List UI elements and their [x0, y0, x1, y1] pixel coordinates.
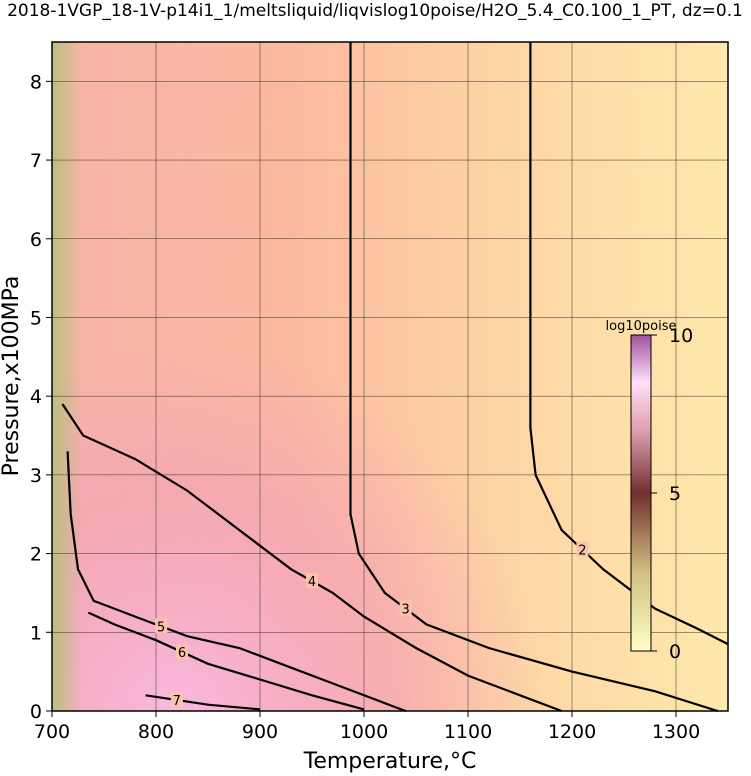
x-tick-label: 1300	[652, 721, 700, 743]
contour-label-bg	[576, 541, 589, 557]
contour-label: 2	[578, 544, 586, 559]
contour-line	[349, 42, 718, 713]
chart-title: 2018-1VGP_18-1V-p14i1_1/meltsliquid/liqv…	[7, 1, 743, 21]
contour-label: 7	[173, 694, 181, 709]
contour-label: 4	[308, 575, 316, 590]
y-tick-label: 2	[30, 544, 42, 566]
y-tick-label: 6	[30, 229, 42, 251]
contour-label: 6	[178, 646, 186, 661]
contour-label-bg	[155, 618, 168, 634]
contour-label-bg	[399, 600, 412, 616]
y-tick-label: 0	[30, 701, 42, 723]
plot-frame	[51, 41, 729, 712]
x-axis-label: Temperature,°C	[303, 749, 477, 774]
colorbar-tick-label: 0	[669, 641, 681, 663]
y-tick-label: 7	[30, 150, 42, 172]
x-tick-label: 900	[242, 721, 278, 743]
y-tick-label: 3	[30, 465, 42, 487]
colorbar-tick-label: 5	[669, 483, 681, 505]
contour-line	[66, 451, 406, 713]
contour-label: 3	[401, 603, 409, 618]
x-tick-label: 800	[138, 721, 174, 743]
contour-line	[145, 694, 261, 711]
contour-label: 5	[157, 620, 165, 635]
contour-label-bg	[176, 643, 188, 659]
background	[52, 42, 82, 711]
y-axis-label: Pressure,x100MPa	[0, 276, 24, 477]
y-tick-label: 8	[30, 71, 42, 93]
x-tick-label: 1000	[340, 721, 388, 743]
colorbar-label: log10poise	[606, 319, 677, 334]
y-tick-label: 4	[30, 386, 42, 408]
y-tick-label: 1	[30, 622, 42, 644]
contour-label-bg	[170, 691, 183, 707]
y-tick-label: 5	[30, 307, 42, 329]
background	[52, 42, 728, 711]
plot-area	[52, 42, 728, 711]
contour-line	[87, 611, 365, 711]
colorbar	[630, 334, 652, 652]
x-tick-label: 700	[34, 721, 70, 743]
contour-label-bg	[306, 573, 318, 589]
colorbar-tick-label: 10	[669, 325, 693, 347]
x-tick-label: 1200	[548, 721, 596, 743]
x-tick-label: 1100	[444, 721, 492, 743]
